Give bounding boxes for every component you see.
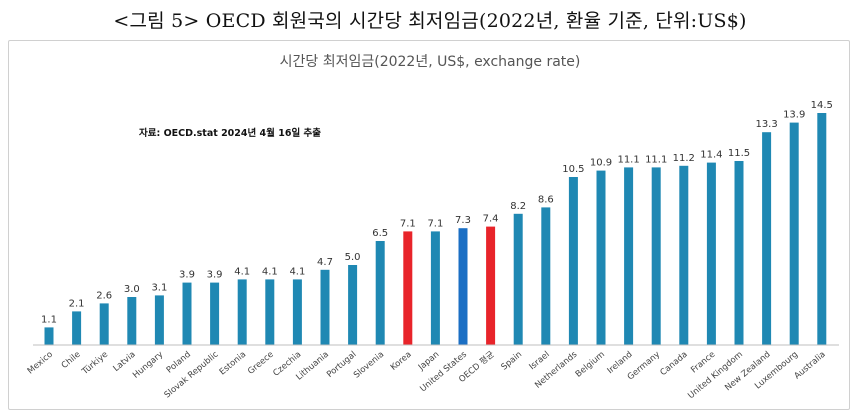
bar-japan [430, 231, 440, 345]
bar-portugal [348, 265, 358, 345]
value-label: 2.1 [69, 298, 85, 309]
value-label: 13.3 [755, 119, 777, 130]
bar-czechia [292, 279, 302, 345]
bar-greece [265, 279, 275, 345]
figure-caption: <그림 5> OECD 회원국의 시간당 최저임금(2022년, 환율 기준, … [113, 10, 747, 32]
value-label: 7.4 [483, 214, 499, 225]
bar-hungary [154, 295, 164, 345]
category-label: Hungary [131, 350, 165, 381]
bar-luxembourg [789, 122, 799, 345]
category-label: Belgium [574, 350, 607, 380]
value-label: 2.6 [96, 290, 112, 301]
category-label: Chile [60, 350, 83, 371]
bar-belgium [596, 170, 606, 345]
bar-t-rkiye [99, 303, 109, 345]
value-label: 3.0 [124, 284, 140, 295]
bar-australia [817, 113, 827, 345]
bar-chile [72, 311, 82, 345]
bar-latvia [127, 297, 137, 345]
value-label: 8.6 [538, 194, 554, 205]
value-label: 3.9 [207, 270, 223, 281]
value-labels-group: 1.1 2.1 2.6 3.0 3.1 3.9 3.9 4.1 4.1 4.1 4.7 5.0 6.5 7… [41, 100, 833, 325]
bar-korea [403, 231, 413, 345]
bar-estonia [237, 279, 247, 345]
bar-ireland [624, 167, 634, 345]
bar-new-zealand [762, 132, 772, 345]
value-label: 4.7 [317, 257, 333, 268]
chart-title: 시간당 최저임금(2022년, US$, exchange rate) [280, 54, 581, 70]
bars-group [44, 113, 827, 345]
value-label: 10.5 [562, 164, 584, 175]
category-label: Estonia [218, 350, 248, 378]
bar-france [706, 162, 716, 345]
category-label: Australia [792, 350, 827, 382]
value-label: 11.4 [700, 150, 722, 161]
value-label: 4.1 [234, 266, 250, 277]
bar-united-kingdom [734, 161, 744, 345]
bar-oecd-average [486, 226, 496, 345]
value-label: 6.5 [372, 228, 388, 239]
bar-canada [679, 165, 689, 345]
value-label: 11.1 [645, 154, 667, 165]
bar-netherlands [568, 177, 578, 345]
source-note: 자료: OECD.stat 2024년 4월 16일 추출 [139, 127, 321, 139]
value-label: 13.9 [783, 110, 805, 121]
bar-slovenia [375, 241, 385, 345]
category-label: Canada [659, 350, 690, 378]
value-label: 3.1 [151, 282, 167, 293]
value-label: 7.3 [455, 215, 471, 226]
bar-slovak-republic [210, 282, 220, 345]
value-label: 11.5 [728, 148, 750, 159]
value-label: 7.1 [427, 218, 443, 229]
category-label: Türkiye [80, 350, 111, 378]
value-label: 4.1 [262, 266, 278, 277]
category-label: Korea [389, 350, 414, 373]
value-label: 7.1 [400, 218, 416, 229]
bar-spain [513, 213, 523, 345]
bar-germany [651, 167, 661, 345]
bar-lithuania [320, 269, 330, 345]
value-label: 3.9 [179, 270, 195, 281]
bar-united-states [458, 228, 468, 345]
category-label: Slovenia [352, 350, 386, 381]
chart-frame: 시간당 최저임금(2022년, US$, exchange rate) 자료: … [8, 40, 850, 410]
value-label: 11.1 [617, 154, 639, 165]
bar-chart: 시간당 최저임금(2022년, US$, exchange rate) 자료: … [26, 54, 839, 401]
bar-poland [182, 282, 192, 345]
value-label: 8.2 [510, 201, 526, 212]
category-label: Mexico [26, 350, 55, 377]
value-label: 5.0 [345, 252, 361, 263]
value-label: 1.1 [41, 314, 57, 325]
category-label: Israel [528, 350, 552, 373]
value-label: 4.1 [289, 266, 305, 277]
category-label: Greece [246, 350, 276, 377]
category-label: Spain [500, 350, 525, 373]
value-label: 14.5 [811, 100, 833, 111]
value-label: 11.2 [673, 153, 695, 164]
value-label: 10.9 [590, 158, 612, 169]
bar-israel [541, 207, 551, 345]
bar-mexico [44, 327, 54, 345]
